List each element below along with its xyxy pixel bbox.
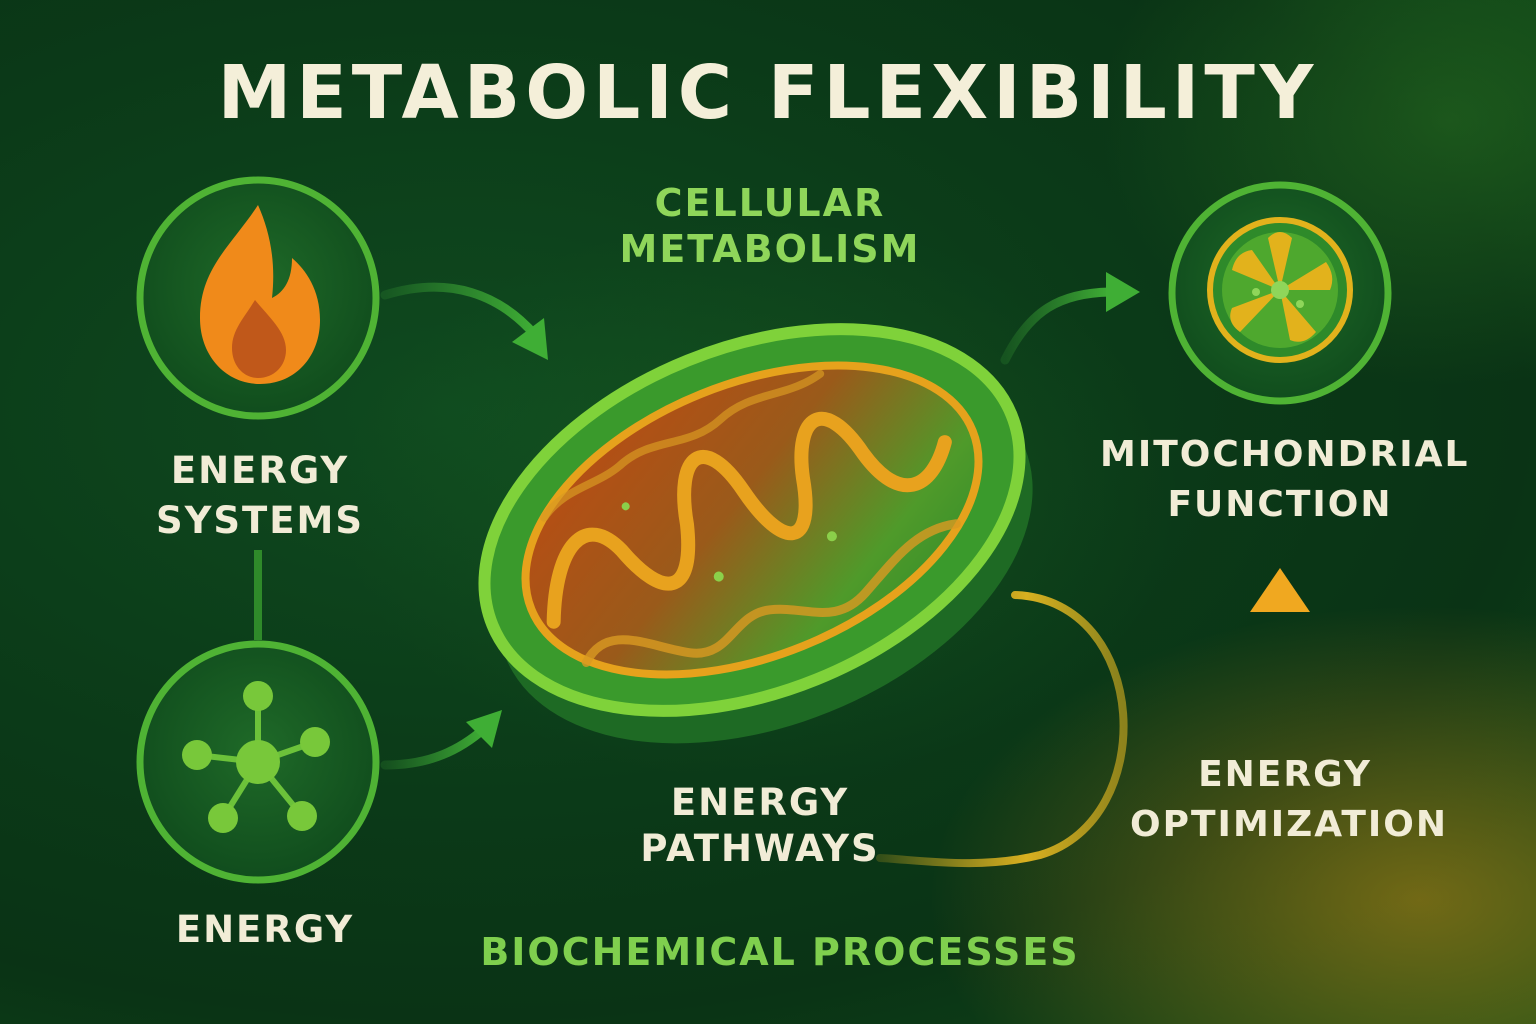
label-energy-pathways: ENERGY PATHWAYS	[640, 781, 880, 870]
mitochondrion	[478, 323, 1033, 744]
label-cellular-metabolism: CELLULAR METABOLISM	[619, 181, 921, 271]
arrow-energy-systems-to-mitochondrion	[380, 282, 548, 360]
energy-systems-circle	[136, 176, 380, 420]
energy-circle	[136, 640, 380, 884]
flame-icon	[200, 205, 320, 384]
label-energy: ENERGY	[175, 908, 355, 951]
mitochondria-cross-section-icon	[1207, 217, 1353, 363]
mitochondrial-function-circle	[1168, 181, 1392, 405]
arrow-optimization-to-mitochondrial-function	[1250, 568, 1310, 726]
label-energy-systems: ENERGY SYSTEMS	[155, 449, 365, 542]
arrow-to-mitochondrial-function	[1000, 272, 1140, 365]
arrow-energy-to-mitochondrion	[380, 710, 502, 770]
label-mitochondrial-function: MITOCHONDRIAL FUNCTION	[1100, 434, 1470, 525]
pathway-loop	[876, 591, 1128, 868]
label-energy-optimization: ENERGY OPTIMIZATION	[1130, 754, 1449, 845]
label-biochemical-processes: BIOCHEMICAL PROCESSES	[480, 930, 1080, 974]
page-title: METABOLIC FLEXIBILITY	[217, 50, 1319, 136]
